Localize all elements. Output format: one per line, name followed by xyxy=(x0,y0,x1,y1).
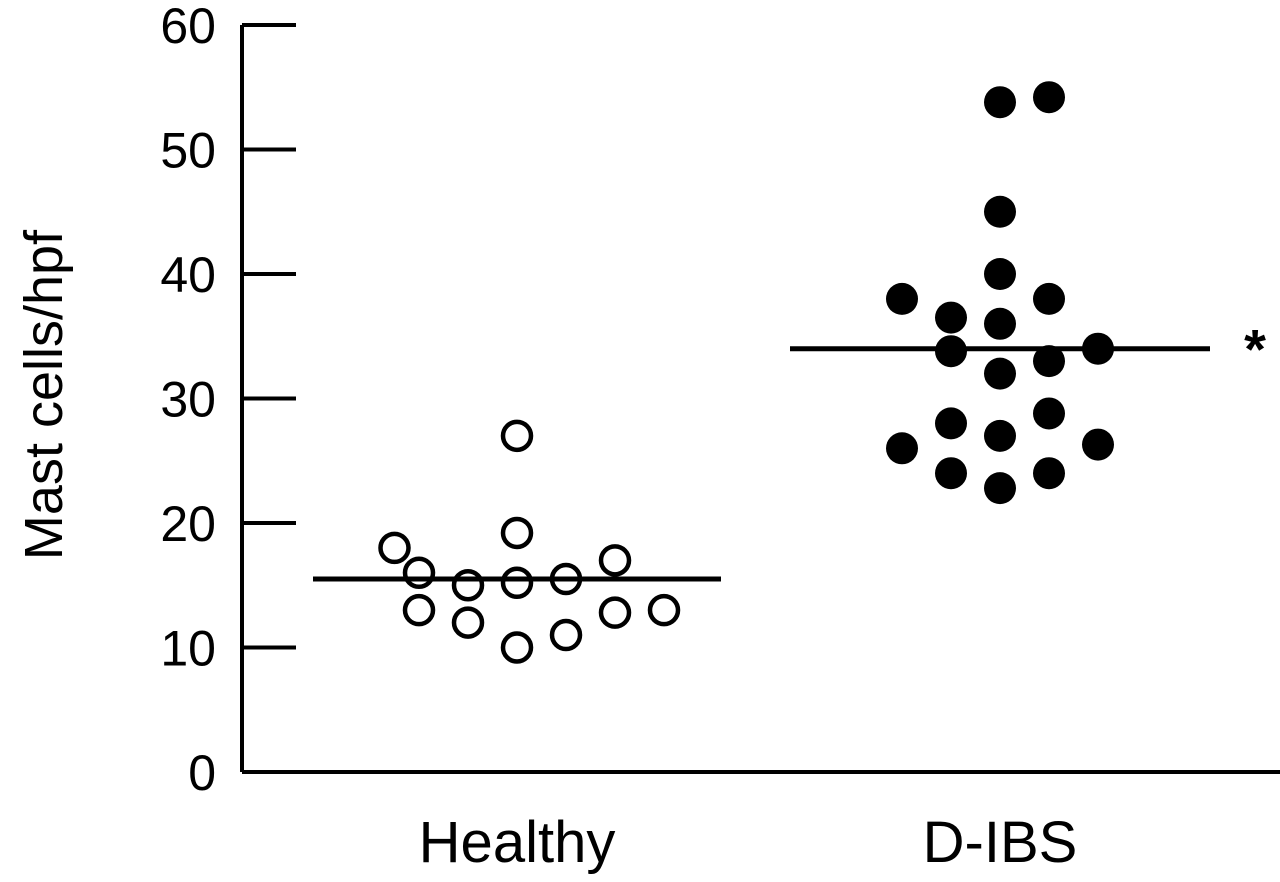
y-tick-label: 60 xyxy=(160,0,216,54)
data-point-open xyxy=(598,544,632,577)
data-point-open xyxy=(402,593,436,627)
data-point-open xyxy=(500,516,534,550)
data-point-filled xyxy=(984,357,1016,390)
data-point-open xyxy=(598,596,632,629)
data-point-filled xyxy=(886,282,918,315)
data-point-filled xyxy=(1033,81,1065,114)
data-point-open xyxy=(451,569,485,602)
data-point-filled xyxy=(1033,397,1065,430)
data-point-filled xyxy=(935,457,967,490)
annotations: * xyxy=(1244,318,1266,381)
y-ticks: 0 10 20 30 40 50 60 xyxy=(160,0,296,801)
y-tick-label: 10 xyxy=(160,621,216,677)
y-tick-label: 20 xyxy=(160,496,216,552)
data-point-open xyxy=(451,606,485,639)
data-point-filled xyxy=(935,301,967,334)
data-point-open xyxy=(500,631,534,664)
data-point-filled xyxy=(984,195,1016,228)
data-point-open xyxy=(402,556,436,590)
data-point-filled xyxy=(1033,457,1065,490)
x-category-label: Healthy xyxy=(419,810,616,875)
data-point-filled xyxy=(1033,282,1065,315)
data-point-filled xyxy=(984,86,1016,119)
x-category-label: D-IBS xyxy=(923,810,1078,875)
data-point-filled xyxy=(984,258,1016,290)
significance-asterisk: * xyxy=(1244,318,1266,381)
data-point-filled xyxy=(984,307,1016,340)
data-point-filled xyxy=(984,419,1016,452)
y-tick-label: 30 xyxy=(160,372,216,428)
data-points xyxy=(378,81,1114,664)
x-category-labels: Healthy D-IBS xyxy=(419,810,1078,875)
data-point-open xyxy=(500,419,534,453)
y-tick-label: 50 xyxy=(160,123,216,179)
y-tick-label: 40 xyxy=(160,247,216,303)
data-point-filled xyxy=(886,432,918,465)
data-point-open xyxy=(647,593,681,627)
y-tick-label: 0 xyxy=(188,745,216,801)
data-point-filled xyxy=(1033,345,1065,378)
y-axis-title: Mast cells/hpf xyxy=(14,229,74,560)
data-point-open xyxy=(549,618,583,652)
data-point-open xyxy=(378,531,411,565)
median-lines xyxy=(313,346,1210,582)
data-point-filled xyxy=(1082,428,1114,461)
data-point-filled xyxy=(984,472,1016,505)
data-point-filled xyxy=(935,407,967,440)
data-point-open xyxy=(500,566,534,600)
